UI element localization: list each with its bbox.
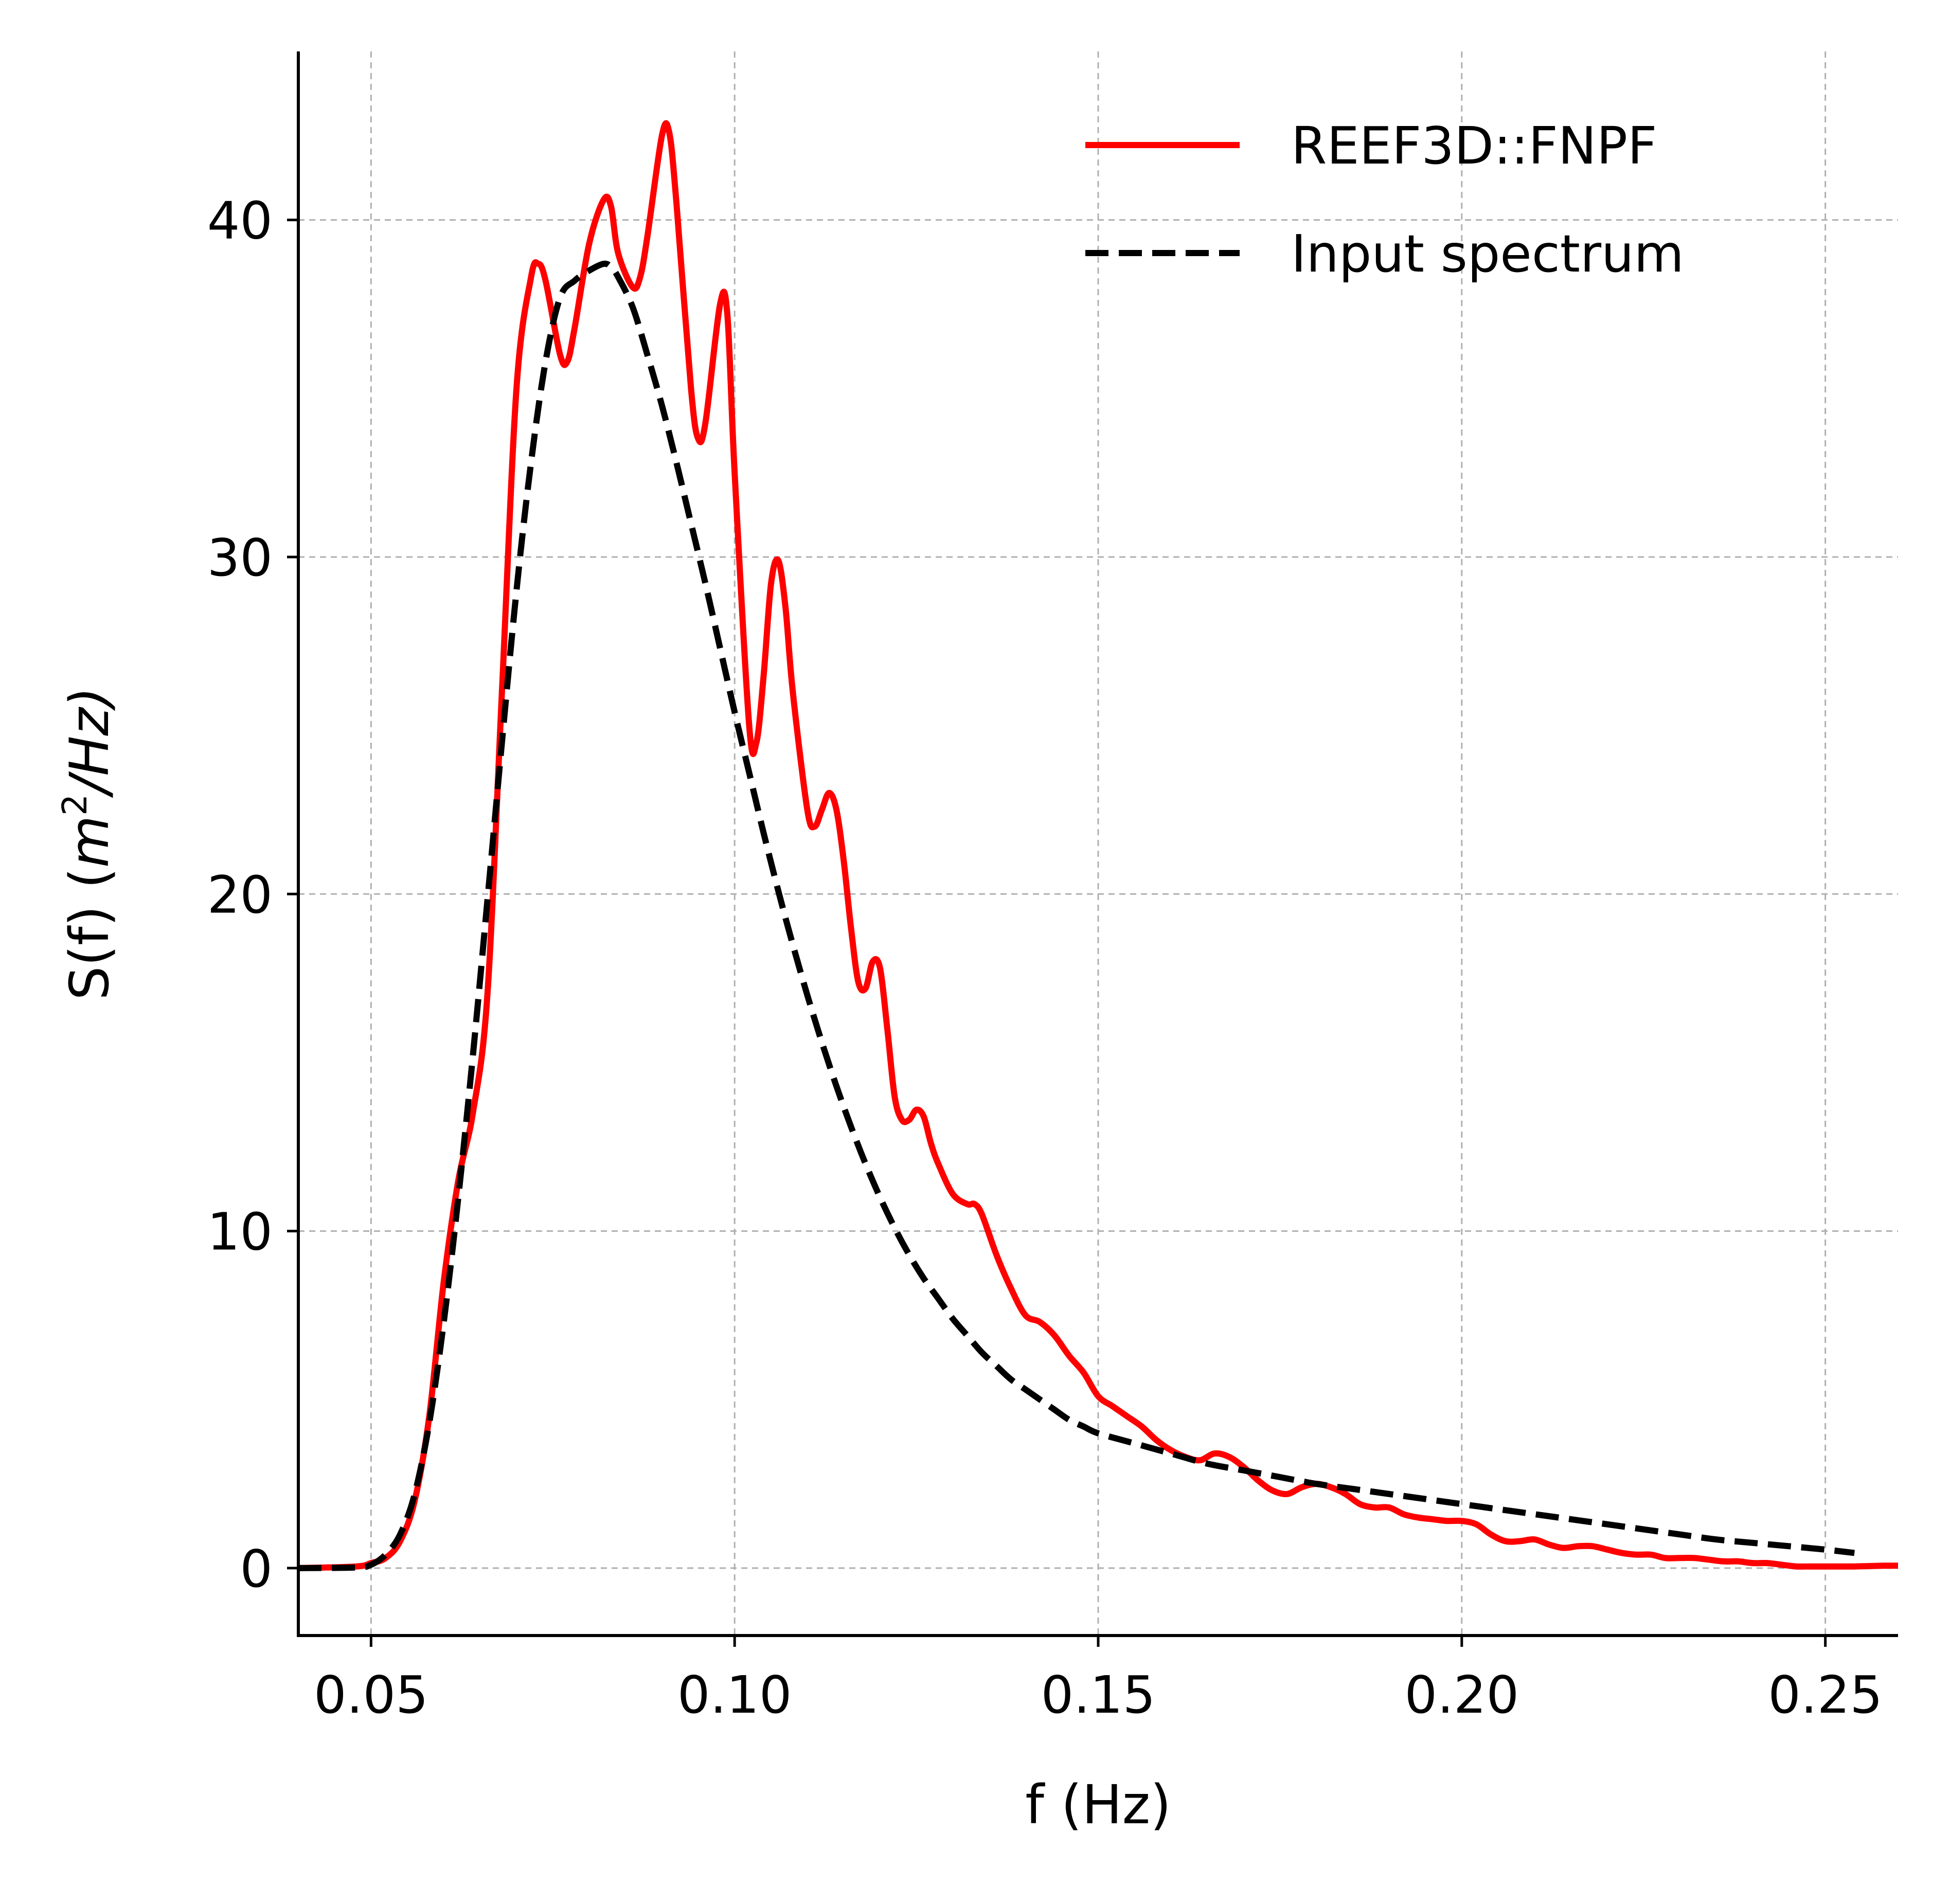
y-tick-label: 30: [207, 528, 273, 588]
reef3d-fnpf-line: [298, 120, 1898, 1571]
y-ticks: 0 10 20 30 40: [207, 191, 298, 1599]
input-spectrum-line: [298, 260, 1855, 1571]
x-tick-label: 0.05: [314, 1665, 428, 1725]
y-tick-label: 0: [240, 1539, 273, 1599]
legend-label-input: Input spectrum: [1291, 224, 1684, 284]
y-axis-label-exp: 2: [55, 794, 95, 816]
grid-lines: [298, 51, 1898, 1636]
series-layer: [298, 120, 1898, 1571]
legend-label-reef3d: REEF3D::FNPF: [1291, 116, 1657, 176]
x-axis-label: f (Hz): [1025, 1773, 1171, 1836]
y-axis-label-prefix: S(f) (: [58, 868, 121, 1000]
y-tick-label: 10: [207, 1202, 273, 1262]
y-axis-label: S(f) (m2/Hz): [55, 687, 121, 1000]
y-axis-label-var: m: [58, 816, 121, 868]
x-tick-label: 0.25: [1768, 1665, 1883, 1725]
x-ticks: 0.05 0.10 0.15 0.20 0.25: [314, 1636, 1883, 1725]
x-tick-label: 0.20: [1404, 1665, 1519, 1725]
y-tick-label: 40: [207, 191, 273, 251]
legend: REEF3D::FNPF Input spectrum: [1085, 116, 1684, 284]
y-tick-label: 20: [207, 865, 273, 925]
x-tick-label: 0.10: [677, 1665, 792, 1725]
x-tick-label: 0.15: [1041, 1665, 1156, 1725]
y-axis-label-suffix: /Hz): [58, 687, 121, 798]
